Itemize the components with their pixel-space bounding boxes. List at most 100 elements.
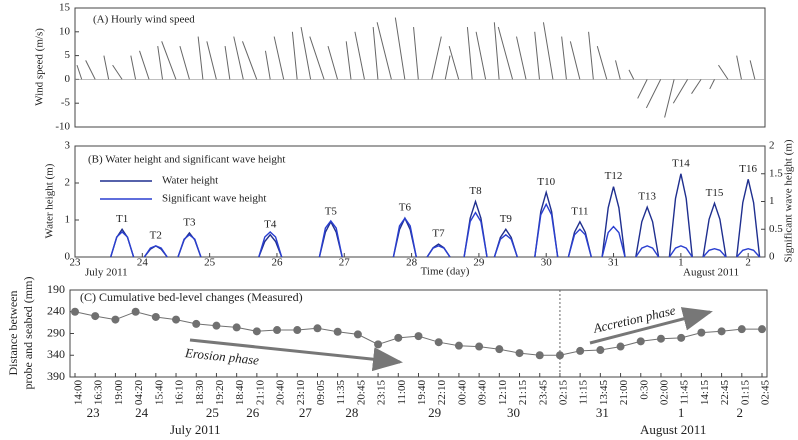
data-point <box>555 351 564 360</box>
wind-stick <box>497 26 514 80</box>
wind-stick <box>300 26 312 80</box>
data-point <box>232 323 241 332</box>
y-axis-label: Wind speed (m/s) <box>34 28 46 106</box>
y-tick-label: -5 <box>61 97 71 109</box>
x-tick-label: 27 <box>339 257 351 269</box>
wind-stick <box>561 36 567 80</box>
data-point <box>111 315 120 324</box>
wind-stick <box>466 26 473 80</box>
wind-stick <box>85 60 96 80</box>
data-point <box>596 346 605 355</box>
x-tick-label: 23:15 <box>376 380 388 406</box>
data-point <box>192 319 201 328</box>
tide-label: T16 <box>739 163 757 175</box>
wind-stick <box>309 36 325 80</box>
x-tick-label: 16:10 <box>174 380 186 406</box>
y-tick-label: 10 <box>59 25 71 37</box>
day-label: 24 <box>135 405 149 420</box>
tide-label: T2 <box>150 229 162 241</box>
x-tick-label: 21:00 <box>618 380 630 406</box>
x-tick-label: 25 <box>204 257 216 269</box>
month-label: July 2011 <box>85 267 128 279</box>
tide-label: T4 <box>264 218 277 230</box>
y-tick-label: -10 <box>55 121 70 133</box>
tide-label: T11 <box>571 205 588 217</box>
y-tick-label: 240 <box>47 304 65 318</box>
x-tick-label: 23:45 <box>537 380 549 406</box>
month-label: July 2011 <box>170 422 220 437</box>
legend-label: Significant wave height <box>162 193 266 205</box>
wind-stick <box>709 79 715 90</box>
x-tick-label: 22:10 <box>436 380 448 406</box>
x-tick-label: 20:40 <box>275 380 287 406</box>
x-tick-label: 23:10 <box>295 380 307 406</box>
tide-label: T12 <box>605 170 623 182</box>
annotation: Erosion phase <box>183 345 260 368</box>
wind-stick <box>345 41 352 80</box>
wind-stick <box>233 36 244 80</box>
wind-stick <box>224 46 231 80</box>
data-point <box>212 321 221 330</box>
y-tick-label: 390 <box>47 369 65 383</box>
data-point <box>616 342 625 351</box>
y2-tick-label: 1.5 <box>769 167 783 179</box>
day-label: 29 <box>428 405 441 420</box>
panel-b-title: (B) Water height and significant wave he… <box>88 154 285 166</box>
wind-stick <box>718 64 729 80</box>
data-point <box>515 349 524 358</box>
data-point <box>758 325 766 334</box>
tide-label: T8 <box>469 185 482 197</box>
y-axis-label: Water height (m) <box>44 163 56 238</box>
day-label: 26 <box>246 405 260 420</box>
tide-label: T1 <box>116 213 128 225</box>
data-point <box>252 327 261 336</box>
data-point <box>374 340 383 349</box>
data-point <box>273 326 282 335</box>
data-point <box>91 312 100 321</box>
wind-stick <box>139 50 150 80</box>
wind-stick <box>394 17 406 80</box>
wind-stick <box>475 31 487 80</box>
day-label: 23 <box>87 405 100 420</box>
x-tick-label: 11:15 <box>578 380 590 405</box>
y-tick-label: 290 <box>47 325 65 339</box>
x-tick-label: 20:45 <box>355 380 367 406</box>
data-point <box>172 315 181 324</box>
tide-label: T7 <box>432 228 445 240</box>
x-tick-label: 0:30 <box>638 380 650 400</box>
x-tick-label: 19:00 <box>113 380 125 406</box>
day-label: 31 <box>596 405 609 420</box>
y2-axis-label: Significant wave height (m) <box>783 139 795 262</box>
wind-stick <box>157 46 164 80</box>
series-line <box>110 202 761 258</box>
wind-stick <box>161 41 177 80</box>
wind-stick <box>645 79 662 109</box>
x-tick-label: 12:10 <box>497 380 509 406</box>
x-tick-label: 28 <box>406 257 418 269</box>
x-tick-label: 14:15 <box>699 380 711 406</box>
x-tick-label: 2 <box>745 257 751 269</box>
tide-label: T15 <box>706 187 724 199</box>
wind-stick <box>493 22 500 80</box>
data-point <box>454 341 463 350</box>
y2-tick-label: 2 <box>769 140 775 152</box>
x-tick-label: 23 <box>70 257 82 269</box>
x-tick-label: 1 <box>678 257 684 269</box>
wind-stick <box>596 45 608 80</box>
x-tick-label: 09:05 <box>315 380 327 406</box>
wind-stick <box>372 26 379 80</box>
y2-tick-label: 0 <box>769 251 775 263</box>
data-point <box>313 324 322 333</box>
wind-stick <box>197 36 204 80</box>
tide-label: T10 <box>537 176 555 188</box>
panel-a-frame <box>74 7 766 128</box>
wind-stick <box>569 41 581 80</box>
day-label: 30 <box>507 405 520 420</box>
x-tick-label: 15:40 <box>153 380 165 406</box>
wind-stick <box>291 31 298 80</box>
month-label: August 2011 <box>640 422 706 437</box>
y-tick-label: 0 <box>65 73 71 85</box>
data-point <box>151 312 160 321</box>
y-axis-label: Distance between <box>6 291 20 376</box>
